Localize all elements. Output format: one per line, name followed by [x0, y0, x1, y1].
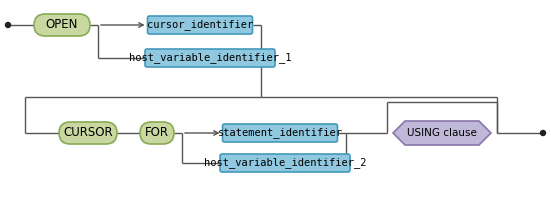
Polygon shape	[393, 121, 491, 145]
Text: host_variable_identifier_2: host_variable_identifier_2	[204, 158, 366, 168]
Circle shape	[6, 22, 10, 27]
FancyBboxPatch shape	[34, 14, 90, 36]
FancyBboxPatch shape	[148, 16, 252, 34]
FancyBboxPatch shape	[223, 124, 338, 142]
Text: CURSOR: CURSOR	[63, 127, 113, 139]
FancyBboxPatch shape	[145, 49, 275, 67]
FancyBboxPatch shape	[220, 154, 350, 172]
FancyBboxPatch shape	[140, 122, 174, 144]
FancyBboxPatch shape	[59, 122, 117, 144]
Circle shape	[541, 131, 545, 136]
Text: host_variable_identifier_1: host_variable_identifier_1	[129, 53, 291, 63]
Text: statement_identifier: statement_identifier	[218, 128, 343, 139]
Text: OPEN: OPEN	[46, 19, 78, 31]
Text: FOR: FOR	[145, 127, 169, 139]
Text: cursor_identifier: cursor_identifier	[147, 20, 253, 30]
Text: USING clause: USING clause	[407, 128, 477, 138]
